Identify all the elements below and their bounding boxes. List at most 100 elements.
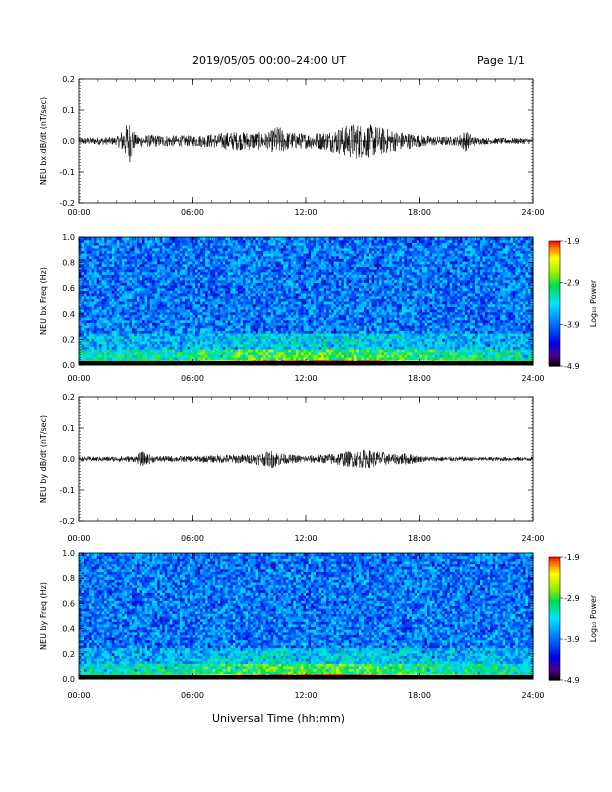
spectrogram-cell bbox=[207, 258, 211, 262]
spectrogram-cell bbox=[131, 357, 136, 361]
spectrogram-cell bbox=[144, 250, 148, 254]
spectrogram-cell bbox=[139, 357, 143, 361]
spectrogram-cell bbox=[210, 290, 214, 294]
spectrogram-cell bbox=[114, 271, 118, 275]
spectrogram-cell bbox=[147, 239, 151, 243]
spectrogram-cell bbox=[147, 295, 151, 299]
spectrogram-cell bbox=[121, 293, 125, 297]
spectrogram-cell bbox=[212, 261, 216, 265]
spectrogram-cell bbox=[81, 346, 85, 350]
spectrogram-cell bbox=[142, 333, 146, 337]
spectrogram-cell bbox=[142, 322, 146, 326]
spectrogram-cell bbox=[210, 309, 214, 313]
spectrogram-cell bbox=[147, 247, 151, 251]
spectrogram-cell bbox=[174, 351, 178, 355]
spectrogram-cell bbox=[177, 285, 181, 289]
spectrogram-cell bbox=[207, 293, 211, 297]
spectrogram-cell bbox=[167, 242, 171, 246]
spectrogram-cell bbox=[104, 287, 108, 291]
spectrogram-cell bbox=[207, 309, 211, 313]
spectrogram-cell bbox=[167, 354, 171, 358]
spectrogram-cell bbox=[104, 261, 108, 265]
spectrogram-cell bbox=[137, 295, 141, 299]
spectrogram-cell bbox=[114, 349, 118, 353]
spectrogram-cell bbox=[134, 285, 138, 289]
spectrogram-cell bbox=[109, 245, 113, 249]
spectrogram-cell bbox=[91, 327, 95, 331]
spectrogram-cell bbox=[104, 271, 108, 275]
spectrogram-cell bbox=[172, 303, 176, 307]
spectrogram-cell bbox=[157, 306, 161, 310]
spectrogram-cell bbox=[91, 317, 95, 321]
spectrogram-cell bbox=[202, 253, 206, 257]
spectrogram-cell bbox=[164, 287, 168, 291]
spectrogram-cell bbox=[192, 295, 196, 299]
spectrogram-cell bbox=[210, 319, 214, 323]
spectrogram-cell bbox=[177, 341, 181, 345]
spectrogram-cell bbox=[84, 309, 88, 313]
spectrogram-cell bbox=[144, 351, 148, 355]
spectrogram-cell bbox=[104, 290, 108, 294]
spectrogram-cell bbox=[131, 242, 136, 246]
spectrogram-cell bbox=[182, 301, 186, 305]
spectrogram-cell bbox=[195, 242, 199, 246]
spectrogram-cell bbox=[152, 346, 156, 350]
spectrogram-cell bbox=[210, 295, 214, 299]
spectrogram-cell bbox=[200, 271, 204, 275]
spectrogram-cell bbox=[152, 279, 156, 283]
spectrogram-cell bbox=[184, 287, 189, 291]
spectrogram-cell bbox=[202, 255, 206, 259]
spectrogram-cell bbox=[215, 301, 219, 305]
spectrogram-cell bbox=[111, 279, 115, 283]
spectrogram-cell bbox=[179, 269, 184, 273]
spectrogram-cell bbox=[192, 255, 196, 259]
spectrogram-cell bbox=[159, 309, 163, 313]
spectrogram-cell bbox=[202, 293, 206, 297]
spectrogram-cell bbox=[129, 261, 133, 265]
spectrogram-cell bbox=[81, 287, 85, 291]
spectrogram-cell bbox=[129, 253, 133, 257]
spectrogram-cell bbox=[139, 245, 143, 249]
spectrogram-cell bbox=[184, 335, 189, 339]
spectrogram-cell bbox=[152, 266, 156, 270]
spectrogram-cell bbox=[147, 250, 151, 254]
spectrogram-cell bbox=[134, 309, 138, 313]
spectrogram-cell bbox=[172, 247, 176, 251]
spectrogram-cell bbox=[187, 301, 191, 305]
spectrogram-cell bbox=[111, 258, 115, 262]
spectrogram-cell bbox=[91, 266, 95, 270]
spectrogram-cell bbox=[104, 330, 108, 334]
spectrogram-cell bbox=[116, 282, 120, 286]
spectrogram-cell bbox=[86, 354, 90, 358]
spectrogram-cell bbox=[167, 271, 171, 275]
spectrogram-cell bbox=[104, 343, 108, 347]
spectrogram-cell bbox=[129, 346, 133, 350]
spectrogram-cell bbox=[154, 327, 158, 331]
spectrogram-cell bbox=[101, 327, 105, 331]
spectrogram-cell bbox=[147, 298, 151, 302]
spectrogram-cell bbox=[131, 322, 136, 326]
spectrogram-cell bbox=[114, 301, 118, 305]
spectrogram-cell bbox=[111, 303, 115, 307]
spectrogram-cell bbox=[197, 263, 201, 267]
spectrogram-cell bbox=[106, 330, 110, 334]
spectrogram-cell bbox=[159, 285, 163, 289]
spectrogram-cell bbox=[86, 309, 90, 313]
spectrogram-cell bbox=[96, 346, 100, 350]
spectrogram-cell bbox=[96, 279, 100, 283]
spectrogram-cell bbox=[96, 303, 100, 307]
spectrogram-cell bbox=[184, 282, 189, 286]
spectrogram-cell bbox=[89, 250, 93, 254]
spectrogram-cell bbox=[89, 317, 93, 321]
spectrogram-cell bbox=[134, 314, 138, 318]
spectrogram-cell bbox=[104, 282, 108, 286]
spectrogram-cell bbox=[195, 245, 199, 249]
spectrogram-cell bbox=[144, 354, 148, 358]
spectrogram-cell bbox=[164, 333, 168, 337]
spectrogram-cell bbox=[114, 253, 118, 257]
spectrogram-cell bbox=[94, 285, 98, 289]
spectrogram-cell bbox=[137, 247, 141, 251]
spectrogram-cell bbox=[215, 314, 219, 318]
spectrogram-cell bbox=[89, 311, 93, 315]
spectrogram-cell bbox=[131, 309, 136, 313]
